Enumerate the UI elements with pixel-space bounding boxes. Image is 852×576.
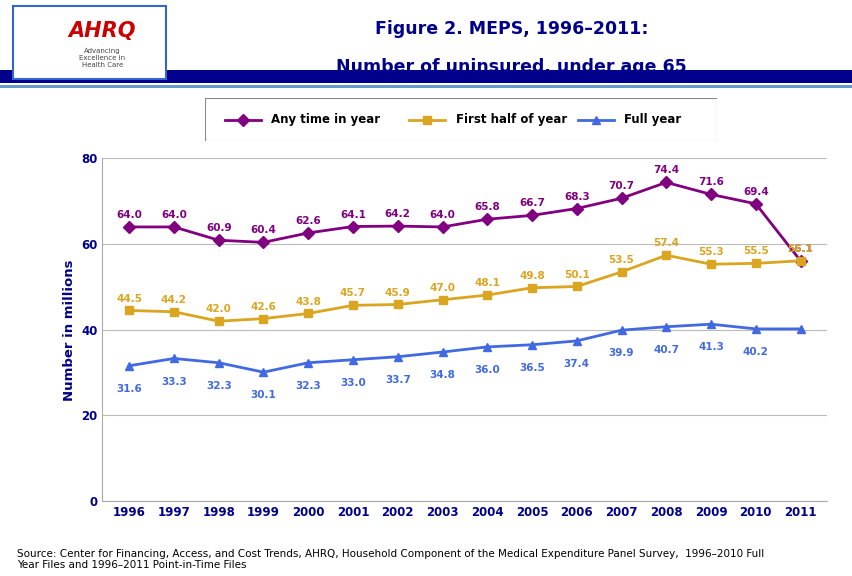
- Text: Any time in year: Any time in year: [271, 113, 380, 126]
- Text: Advancing
Excellence in
Health Care: Advancing Excellence in Health Care: [79, 48, 125, 69]
- Text: 34.8: 34.8: [429, 370, 455, 380]
- FancyBboxPatch shape: [14, 6, 165, 79]
- Text: 36.5: 36.5: [519, 363, 544, 373]
- Text: 68.3: 68.3: [563, 192, 589, 202]
- Text: 43.8: 43.8: [295, 297, 321, 306]
- Text: 41.3: 41.3: [697, 342, 723, 353]
- Text: AHRQ: AHRQ: [69, 21, 136, 41]
- Text: 33.3: 33.3: [161, 377, 187, 386]
- Text: 55.3: 55.3: [697, 247, 723, 257]
- Text: 44.5: 44.5: [116, 294, 142, 304]
- Text: 49.8: 49.8: [519, 271, 544, 281]
- Text: 66.7: 66.7: [519, 199, 544, 209]
- Text: 45.7: 45.7: [340, 289, 366, 298]
- Text: 57.4: 57.4: [653, 238, 678, 248]
- Text: 74.4: 74.4: [653, 165, 678, 176]
- Text: 56.1: 56.1: [786, 244, 813, 254]
- Text: 31.6: 31.6: [116, 384, 142, 394]
- Text: 36.0: 36.0: [474, 365, 499, 375]
- FancyBboxPatch shape: [204, 98, 716, 141]
- Text: 44.2: 44.2: [161, 295, 187, 305]
- Text: 33.0: 33.0: [340, 378, 366, 388]
- Y-axis label: Number in millions: Number in millions: [62, 259, 76, 400]
- Text: 47.0: 47.0: [429, 283, 455, 293]
- Text: 64.0: 64.0: [429, 210, 455, 220]
- Text: 32.3: 32.3: [295, 381, 320, 391]
- Text: 60.4: 60.4: [250, 225, 276, 236]
- Text: 64.1: 64.1: [340, 210, 366, 219]
- Text: 70.7: 70.7: [607, 181, 634, 191]
- Text: 40.7: 40.7: [653, 345, 678, 355]
- Text: 50.1: 50.1: [563, 270, 589, 279]
- Text: 42.0: 42.0: [205, 304, 232, 314]
- Text: Full year: Full year: [624, 113, 681, 126]
- Text: 64.0: 64.0: [161, 210, 187, 220]
- Text: 32.3: 32.3: [205, 381, 232, 391]
- Text: 64.0: 64.0: [116, 210, 142, 220]
- Text: 56.1: 56.1: [786, 244, 813, 254]
- Text: Source: Center for Financing, Access, and Cost Trends, AHRQ, Household Component: Source: Center for Financing, Access, an…: [17, 548, 763, 570]
- Text: 39.9: 39.9: [608, 348, 634, 358]
- Text: 55.5: 55.5: [742, 247, 768, 256]
- Text: 45.9: 45.9: [384, 287, 410, 298]
- Text: 42.6: 42.6: [250, 302, 276, 312]
- Text: 64.2: 64.2: [384, 209, 410, 219]
- Text: 62.6: 62.6: [295, 216, 320, 226]
- Text: 60.9: 60.9: [205, 223, 231, 233]
- Text: 37.4: 37.4: [563, 359, 589, 369]
- Text: 33.7: 33.7: [384, 375, 410, 385]
- Text: Number of uninsured, under age 65: Number of uninsured, under age 65: [336, 58, 687, 76]
- Text: 48.1: 48.1: [474, 278, 499, 288]
- Text: 53.5: 53.5: [608, 255, 634, 265]
- Text: Figure 2. MEPS, 1996–2011:: Figure 2. MEPS, 1996–2011:: [375, 20, 648, 39]
- Text: 71.6: 71.6: [697, 177, 723, 187]
- Text: 65.8: 65.8: [474, 202, 499, 213]
- Text: First half of year: First half of year: [455, 113, 566, 126]
- Text: 40.2: 40.2: [742, 347, 768, 357]
- Text: 30.1: 30.1: [250, 390, 276, 400]
- Text: 69.4: 69.4: [742, 187, 768, 197]
